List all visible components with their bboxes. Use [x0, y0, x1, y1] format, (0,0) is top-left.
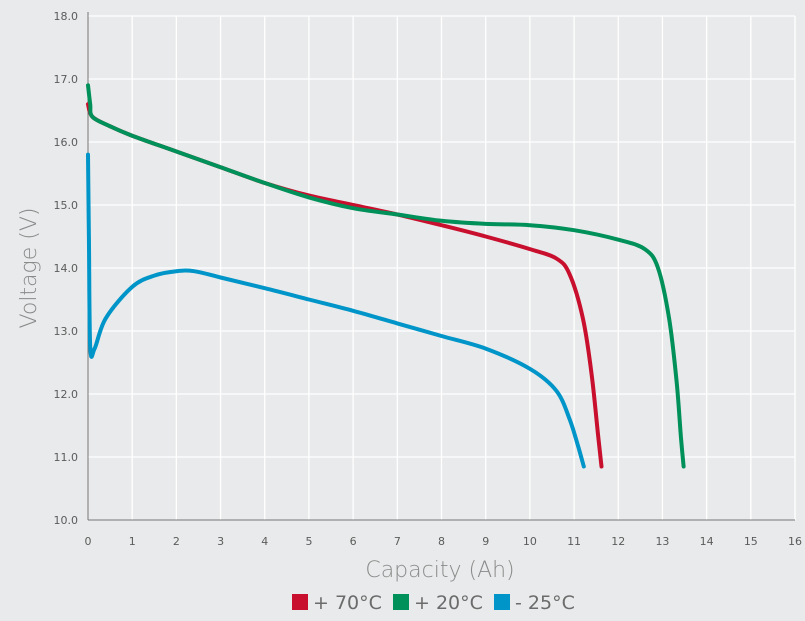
x-axis-label: Capacity (Ah) [365, 558, 514, 583]
legend-swatch [494, 594, 510, 610]
x-tick-label: 12 [611, 535, 625, 548]
x-tick-label: 8 [438, 535, 445, 548]
legend-swatch [292, 594, 308, 610]
y-tick-label: 15.0 [54, 199, 79, 212]
x-tick-label: 0 [85, 535, 92, 548]
series-20c-line [86, 83, 686, 469]
y-tick-label: 10.0 [54, 514, 79, 527]
legend-label: - 25°C [515, 592, 575, 614]
x-tick-label: 4 [261, 535, 268, 548]
legend-label: + 70°C [313, 592, 382, 614]
series-70c-line [86, 102, 604, 469]
y-tick-label: 16.0 [54, 136, 79, 149]
x-tick-label: 13 [655, 535, 669, 548]
data-series [86, 83, 686, 469]
y-tick-label: 13.0 [54, 325, 79, 338]
x-tick-label: 15 [744, 535, 758, 548]
y-tick-labels: 10.0 11.0 12.0 13.0 14.0 15.0 16.0 17.0 18.0 [54, 10, 79, 527]
x-tick-label: 1 [129, 535, 136, 548]
x-tick-label: 3 [217, 535, 224, 548]
x-tick-label: 6 [350, 535, 357, 548]
x-tick-label: 14 [700, 535, 714, 548]
x-tick-label: 5 [305, 535, 312, 548]
legend-swatch [393, 594, 409, 610]
y-tick-label: 18.0 [54, 10, 79, 23]
y-axis-label: Voltage (V) [17, 208, 42, 329]
y-tick-label: 17.0 [54, 73, 79, 86]
x-tick-label: 7 [394, 535, 401, 548]
x-tick-label: 9 [482, 535, 489, 548]
x-tick-label: 10 [523, 535, 537, 548]
series-minus25c-line [86, 152, 586, 469]
x-tick-label: 2 [173, 535, 180, 548]
x-tick-labels: 0 1 2 3 4 5 6 7 8 9 10 11 12 13 14 15 16 [85, 535, 803, 548]
legend-label: + 20°C [414, 592, 483, 614]
x-tick-label: 16 [788, 535, 802, 548]
x-tick-label: 11 [567, 535, 581, 548]
grid-lines [88, 15, 796, 520]
y-tick-label: 14.0 [54, 262, 79, 275]
y-tick-label: 12.0 [54, 388, 79, 401]
y-tick-label: 11.0 [54, 451, 79, 464]
legend: + 70°C + 20°C - 25°C [292, 592, 575, 614]
